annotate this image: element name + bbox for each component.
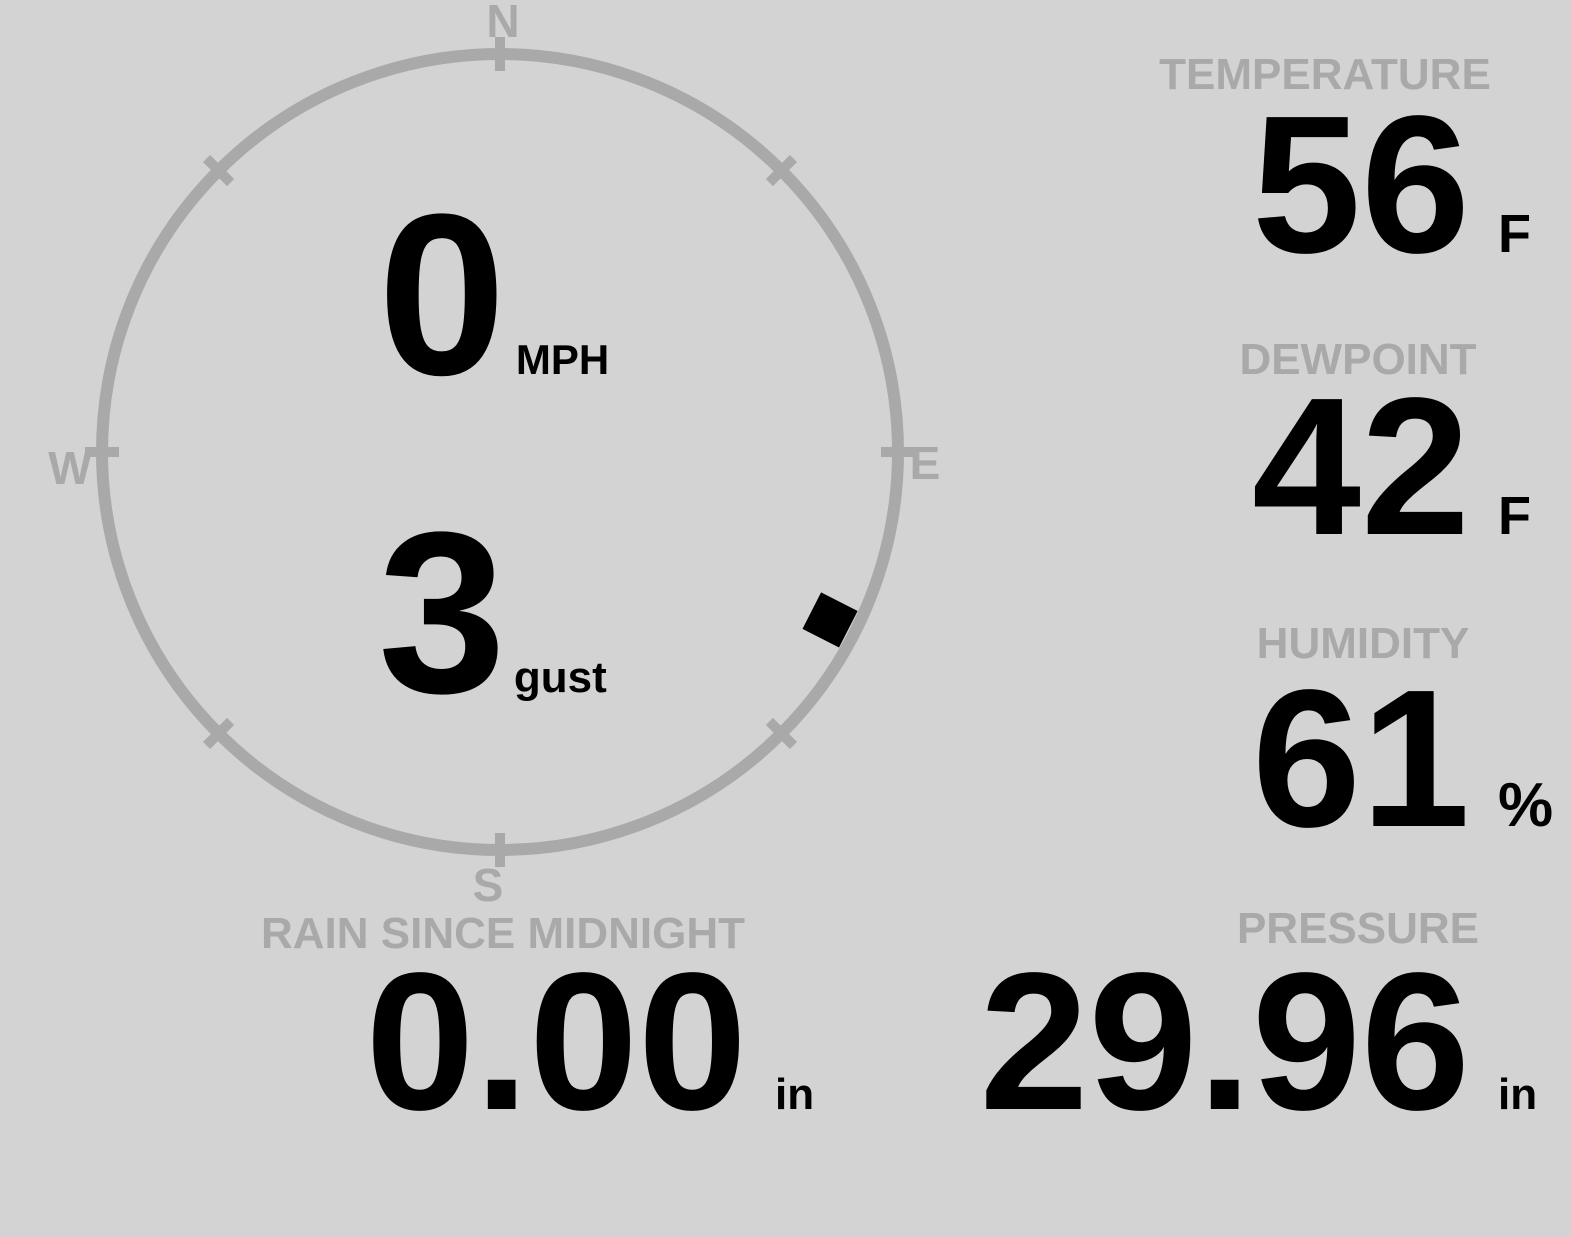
compass-label-west: W — [48, 442, 92, 494]
humidity-label: HUMIDITY — [1256, 619, 1470, 668]
compass-tick-n — [495, 37, 505, 71]
wind-gust-unit: gust — [513, 653, 607, 702]
wind-speed-unit: MPH — [515, 336, 610, 383]
rain-label: RAIN SINCE MIDNIGHT — [261, 909, 745, 958]
pressure-unit: in — [1498, 1070, 1538, 1119]
compass-label-south: S — [472, 859, 504, 911]
wind-gust-value: 3 — [378, 484, 506, 741]
rain-reading: 0.00 in — [366, 944, 830, 1140]
humidity-unit: % — [1498, 771, 1554, 840]
humidity-value: 61 — [1251, 649, 1470, 868]
temperature-unit: F — [1498, 204, 1531, 264]
wind-speed: 0 MPH — [378, 180, 609, 410]
pressure-reading: 29.96 in — [980, 944, 1553, 1140]
wind-gust: 3 gust — [378, 498, 607, 728]
humidity-reading: 61 % — [1252, 661, 1553, 857]
temperature-label: TEMPERATURE — [1159, 50, 1491, 99]
temperature-reading: 56 F — [1252, 87, 1553, 283]
compass-label-north: N — [486, 0, 520, 47]
pressure-value: 29.96 — [979, 932, 1470, 1151]
rain-value: 0.00 — [365, 932, 747, 1151]
temperature-value: 56 — [1251, 75, 1470, 294]
compass-label-east: E — [909, 437, 941, 489]
dewpoint-label: DEWPOINT — [1239, 335, 1477, 384]
rain-unit: in — [775, 1070, 815, 1119]
wind-speed-value: 0 — [378, 166, 506, 423]
dewpoint-reading: 42 F — [1252, 369, 1553, 565]
dewpoint-unit: F — [1498, 486, 1531, 546]
wind-compass — [85, 37, 915, 867]
pressure-label: PRESSURE — [1236, 904, 1480, 953]
dewpoint-value: 42 — [1251, 357, 1470, 576]
